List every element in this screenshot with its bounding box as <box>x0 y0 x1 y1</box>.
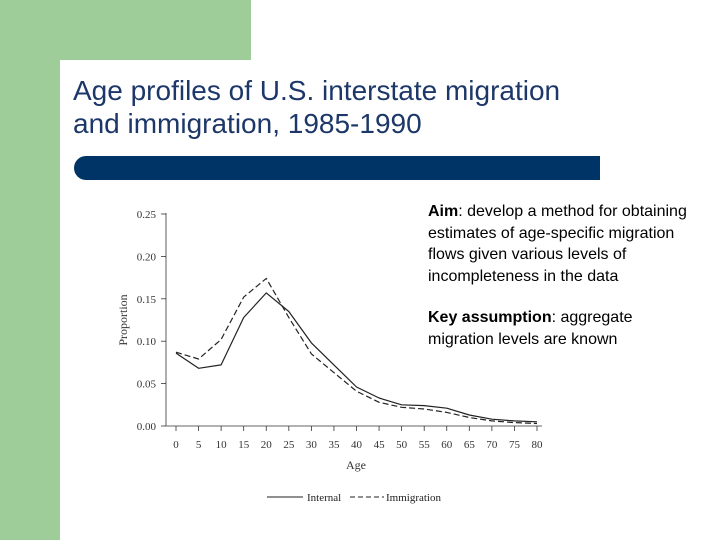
x-tick-label: 70 <box>486 439 498 451</box>
text-panel: Aim: develop a method for obtaining esti… <box>428 201 700 370</box>
x-tick-label: 5 <box>196 439 202 451</box>
aim-text: : develop a method for obtaining estimat… <box>428 203 687 285</box>
slide-title: Age profiles of U.S. interstate migratio… <box>73 74 693 140</box>
y-axis: 0.00 0.05 0.10 0.15 0.20 0.25 <box>137 209 167 433</box>
title-line-1: Age profiles of U.S. interstate migratio… <box>73 75 561 106</box>
slide-body <box>60 60 720 540</box>
key-assumption-text: : aggregate migration levels are known <box>428 309 633 348</box>
y-tick-label: 0.25 <box>137 209 157 221</box>
key-assumption-label: Key assumption <box>428 309 552 326</box>
y-tick-label: 0.15 <box>137 294 157 306</box>
series-line-internal <box>175 292 538 423</box>
accent-bar-top <box>0 0 251 60</box>
line-chart: 0.00 0.05 0.10 0.15 0.20 0.25 0 5 10 15 20 25 30 35 4… <box>116 209 544 504</box>
legend: Internal Immigration <box>267 492 441 504</box>
y-axis-label: Proportion <box>116 294 130 345</box>
x-tick-label: 0 <box>173 439 179 451</box>
x-axis: 0 5 10 15 20 25 30 35 40 45 50 55 60 65 70 75 80 <box>166 425 544 451</box>
x-tick-label: 50 <box>396 439 408 451</box>
x-tick-label: 20 <box>261 439 273 451</box>
legend-label-immigration: Immigration <box>386 492 441 504</box>
aim-paragraph: Aim: develop a method for obtaining esti… <box>428 201 700 287</box>
accent-bar-left <box>0 0 60 540</box>
x-tick-label: 65 <box>464 439 476 451</box>
x-tick-label: 10 <box>216 439 228 451</box>
title-rule <box>74 156 600 180</box>
y-tick-label: 0.20 <box>137 251 157 263</box>
x-tick-label: 15 <box>238 439 250 451</box>
x-tick-label: 60 <box>441 439 453 451</box>
x-tick-label: 80 <box>532 439 544 451</box>
x-tick-label: 45 <box>374 439 386 451</box>
key-assumption-paragraph: Key assumption: aggregate migration leve… <box>428 307 700 350</box>
x-tick-label: 55 <box>419 439 431 451</box>
y-tick-label: 0.00 <box>137 421 157 433</box>
x-tick-label: 35 <box>328 439 340 451</box>
y-tick-label: 0.10 <box>137 336 157 348</box>
aim-label: Aim <box>428 203 459 220</box>
x-axis-label: Age <box>346 458 366 472</box>
legend-label-internal: Internal <box>307 492 341 504</box>
x-tick-label: 40 <box>351 439 363 451</box>
title-line-2: and immigration, 1985-1990 <box>73 108 422 139</box>
x-tick-label: 30 <box>306 439 318 451</box>
x-tick-label: 75 <box>509 439 521 451</box>
y-tick-label: 0.05 <box>137 379 157 391</box>
x-tick-label: 25 <box>283 439 295 451</box>
series-line-immigration <box>175 277 538 425</box>
